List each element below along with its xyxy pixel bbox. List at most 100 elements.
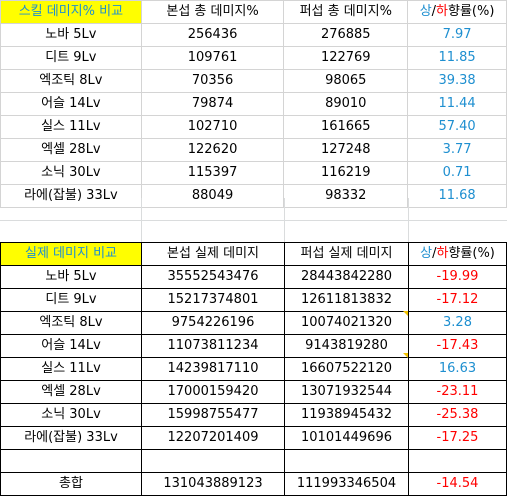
skill-name[interactable]: 실스 11Lv [0, 357, 142, 381]
skill-table-header-row: 스킬 데미지% 비교 본섭 총 데미지% 퍼섭 총 데미지% 상/하향률(%) [0, 0, 507, 24]
test-value[interactable]: 10101449696 [284, 426, 409, 450]
table-row: 엑셀 28Lv 122620 127248 3.77 [0, 138, 507, 162]
skill-name[interactable]: 어슬 14Lv [0, 92, 142, 116]
real-col-main-header[interactable]: 본섭 실제 데미지 [141, 242, 285, 266]
main-value[interactable]: 17000159420 [141, 380, 285, 404]
main-value[interactable]: 14239817110 [141, 357, 285, 381]
skill-name[interactable]: 실스 11Lv [0, 115, 142, 139]
test-value[interactable]: 28443842280 [284, 265, 409, 289]
rate-value[interactable]: -19.99 [408, 265, 507, 289]
real-col-test-header[interactable]: 퍼섭 실제 데미지 [284, 242, 409, 266]
test-value[interactable]: 11938945432 [284, 403, 409, 427]
test-value[interactable]: 12611813832 [284, 288, 409, 312]
main-value[interactable]: 12207201409 [141, 426, 285, 450]
skill-name[interactable]: 노바 5Lv [0, 23, 142, 47]
skill-table-title[interactable]: 스킬 데미지% 비교 [0, 0, 142, 24]
table-row: 엑조틱 8Lv 9754226196 10074021320 3.28 [0, 311, 507, 335]
main-value[interactable]: 115397 [140, 161, 285, 185]
rate-value[interactable]: 7.97 [407, 23, 507, 47]
rate-value[interactable]: 3.77 [407, 138, 507, 162]
main-value[interactable]: 15217374801 [141, 288, 285, 312]
test-value[interactable]: 10074021320 [284, 311, 409, 335]
skill-name[interactable]: 엑셀 28Lv [0, 380, 142, 404]
test-value[interactable]: 116219 [283, 161, 409, 185]
skill-col-rate-header[interactable]: 상/하향률(%) [407, 0, 507, 24]
table-row: 노바 5Lv 256436 276885 7.97 [0, 23, 507, 47]
main-value[interactable]: 9754226196 [141, 311, 285, 335]
test-value[interactable]: 127248 [283, 138, 409, 162]
real-col-rate-header[interactable]: 상/하향률(%) [408, 242, 507, 266]
rate-value[interactable]: -17.43 [408, 334, 507, 358]
skill-col-test-header[interactable]: 퍼섭 총 데미지% [283, 0, 409, 24]
rate-value[interactable]: 57.40 [407, 115, 507, 139]
table-row: 라에(잡불) 33Lv 88049 98332 11.68 [0, 184, 507, 208]
skill-name[interactable]: 소닉 30Lv [0, 161, 142, 185]
empty-cell[interactable] [0, 449, 142, 473]
rate-value[interactable]: 11.68 [407, 184, 507, 208]
main-value[interactable]: 256436 [140, 23, 285, 47]
skill-name[interactable]: 디트 9Lv [0, 46, 142, 70]
test-value[interactable]: 9143819280 [284, 334, 409, 358]
skill-name[interactable]: 소닉 30Lv [0, 403, 142, 427]
skill-name[interactable]: 엑셀 28Lv [0, 138, 142, 162]
total-main-value[interactable]: 131043889123 [141, 472, 285, 496]
test-value[interactable]: 122769 [283, 46, 409, 70]
table-row: 디트 9Lv 109761 122769 11.85 [0, 46, 507, 70]
real-table-title[interactable]: 실제 데미지 비교 [0, 242, 142, 266]
main-value[interactable]: 35552543476 [141, 265, 285, 289]
table-row: 실스 11Lv 102710 161665 57.40 [0, 115, 507, 139]
rate-value[interactable]: 39.38 [407, 69, 507, 93]
skill-name[interactable]: 라에(잡불) 33Lv [0, 426, 142, 450]
rate-value[interactable]: 11.44 [407, 92, 507, 116]
test-value[interactable]: 276885 [283, 23, 409, 47]
skill-damage-table: 스킬 데미지% 비교 본섭 총 데미지% 퍼섭 총 데미지% 상/하향률(%) … [0, 0, 507, 208]
table-row: 어슬 14Lv 11073811234 9143819280 -17.43 [0, 334, 507, 358]
test-value[interactable]: 161665 [283, 115, 409, 139]
comment-indicator-icon[interactable] [403, 311, 408, 316]
skill-name[interactable]: 엑조틱 8Lv [0, 311, 142, 335]
table-row: 소닉 30Lv 115397 116219 0.71 [0, 161, 507, 185]
main-value[interactable]: 122620 [140, 138, 285, 162]
empty-cell[interactable] [408, 449, 507, 473]
table-row: 노바 5Lv 35552543476 28443842280 -19.99 [0, 265, 507, 289]
main-value[interactable]: 15998755477 [141, 403, 285, 427]
rate-value[interactable]: -17.25 [408, 426, 507, 450]
rate-value[interactable]: -23.11 [408, 380, 507, 404]
skill-name[interactable]: 어슬 14Lv [0, 334, 142, 358]
rate-value[interactable]: -25.38 [408, 403, 507, 427]
total-test-value[interactable]: 111993346504 [284, 472, 409, 496]
skill-name[interactable]: 노바 5Lv [0, 265, 142, 289]
main-value[interactable]: 102710 [140, 115, 285, 139]
test-value[interactable]: 98065 [283, 69, 409, 93]
main-value[interactable]: 109761 [140, 46, 285, 70]
table-row: 실스 11Lv 14239817110 16607522120 16.63 [0, 357, 507, 381]
gridline [0, 220, 507, 221]
rate-value[interactable]: 11.85 [407, 46, 507, 70]
main-value[interactable]: 11073811234 [141, 334, 285, 358]
skill-name[interactable]: 엑조틱 8Lv [0, 69, 142, 93]
test-value[interactable]: 89010 [283, 92, 409, 116]
test-value[interactable]: 16607522120 [284, 357, 409, 381]
skill-col-main-header[interactable]: 본섭 총 데미지% [140, 0, 285, 24]
empty-cell[interactable] [284, 449, 409, 473]
main-value[interactable]: 79874 [140, 92, 285, 116]
skill-name[interactable]: 라에(잡불) 33Lv [0, 184, 142, 208]
empty-cell[interactable] [141, 449, 285, 473]
gridline [141, 198, 142, 242]
gridline [408, 198, 409, 242]
rate-value[interactable]: 3.28 [408, 311, 507, 335]
total-label[interactable]: 총합 [0, 472, 142, 496]
table-row: 엑셀 28Lv 17000159420 13071932544 -23.11 [0, 380, 507, 404]
total-row: 총합 131043889123 111993346504 -14.54 [0, 472, 507, 496]
skill-name[interactable]: 디트 9Lv [0, 288, 142, 312]
comment-indicator-icon[interactable] [403, 353, 408, 358]
table-row: 엑조틱 8Lv 70356 98065 39.38 [0, 69, 507, 93]
main-value[interactable]: 70356 [140, 69, 285, 93]
main-value[interactable]: 88049 [140, 184, 285, 208]
total-rate-value[interactable]: -14.54 [408, 472, 507, 496]
rate-value[interactable]: 16.63 [408, 357, 507, 381]
rate-value[interactable]: -17.12 [408, 288, 507, 312]
test-value[interactable]: 13071932544 [284, 380, 409, 404]
rate-value[interactable]: 0.71 [407, 161, 507, 185]
